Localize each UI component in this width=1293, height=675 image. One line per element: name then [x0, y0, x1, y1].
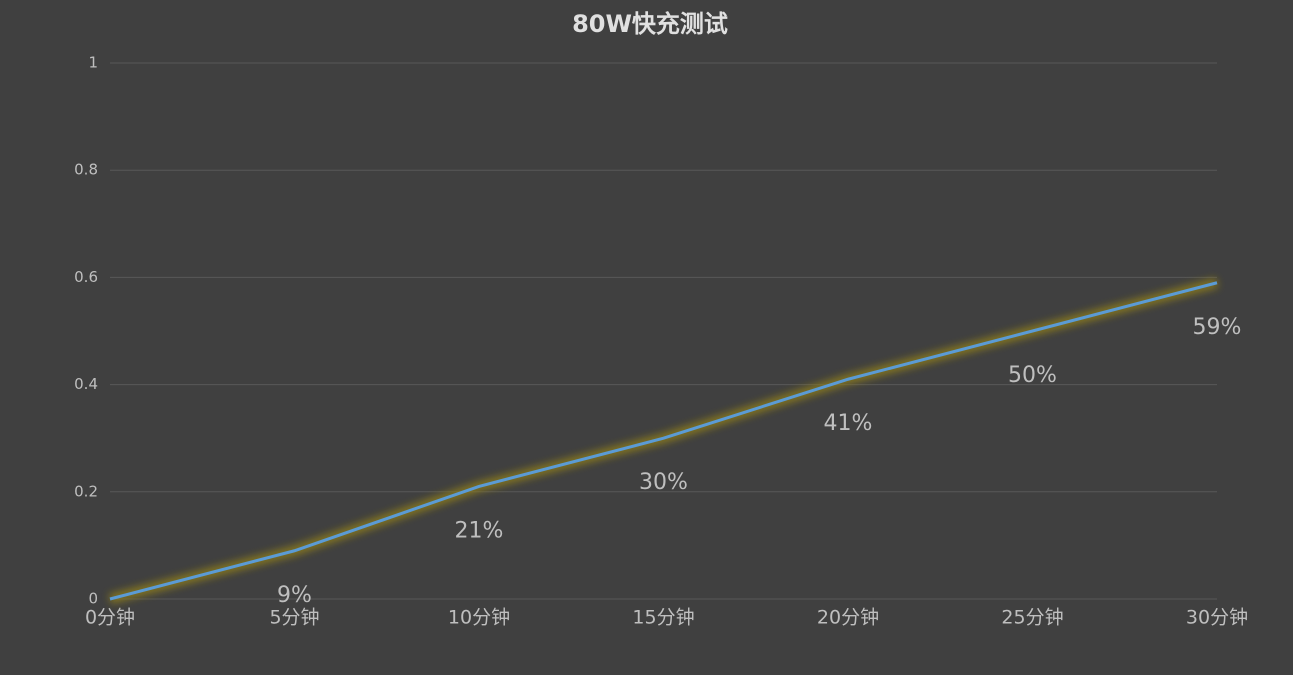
y-tick-label: 0.4 [74, 375, 98, 393]
x-tick-label: 15分钟 [632, 607, 694, 629]
line [109, 281, 1218, 601]
data-label: 41% [824, 411, 873, 436]
data-label: 9% [277, 583, 312, 608]
x-tick-label: 5分钟 [269, 607, 319, 629]
y-tick-label: 0.2 [74, 482, 98, 500]
data-label: 30% [639, 470, 688, 495]
x-tick-label: 0分钟 [85, 607, 135, 629]
data-label: 50% [1008, 363, 1057, 388]
y-tick-label: 0 [88, 590, 98, 608]
y-tick-label: 0.6 [74, 268, 98, 286]
data-label: 59% [1193, 315, 1242, 340]
y-tick-label: 0.8 [74, 161, 98, 179]
x-tick-label: 25分钟 [1001, 607, 1063, 629]
chart-title: 80W快充测试 [572, 10, 728, 38]
data-label: 21% [455, 518, 504, 543]
x-tick-label: 30分钟 [1186, 607, 1248, 629]
x-tick-label: 10分钟 [448, 607, 510, 629]
y-tick-label: 1 [88, 54, 98, 72]
x-tick-label: 20分钟 [817, 607, 879, 629]
